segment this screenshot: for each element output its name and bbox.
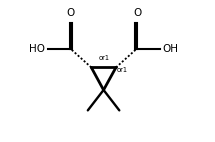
Text: or1: or1 <box>98 55 109 61</box>
Text: HO: HO <box>29 43 45 54</box>
Text: O: O <box>66 8 74 18</box>
Text: O: O <box>133 8 141 18</box>
Text: or1: or1 <box>117 67 128 73</box>
Text: OH: OH <box>162 43 178 54</box>
